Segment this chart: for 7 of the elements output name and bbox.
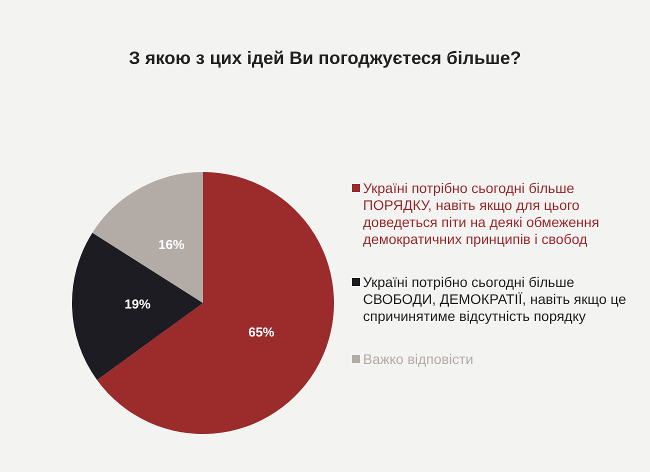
legend-label: Україні потрібно сьогодні більше ПОРЯДКУ, навіть якщо для цього доведеться піти на деякі обмеження демократичних принципів і свобод [363,180,600,248]
data-label: 16% [158,237,185,252]
legend-label: Україні потрібно сьогодні більше СВОБОДИ, ДЕМОКРАТІЇ, навіть якщо це спричинятиме відсутність порядку [363,274,628,325]
data-label: 65% [248,324,275,340]
data-label: 19% [124,296,151,312]
chart-title: З якою з цих ідей Ви погоджуєтеся більше? [128,48,522,69]
legend-label: Важко відповісти [363,351,474,368]
